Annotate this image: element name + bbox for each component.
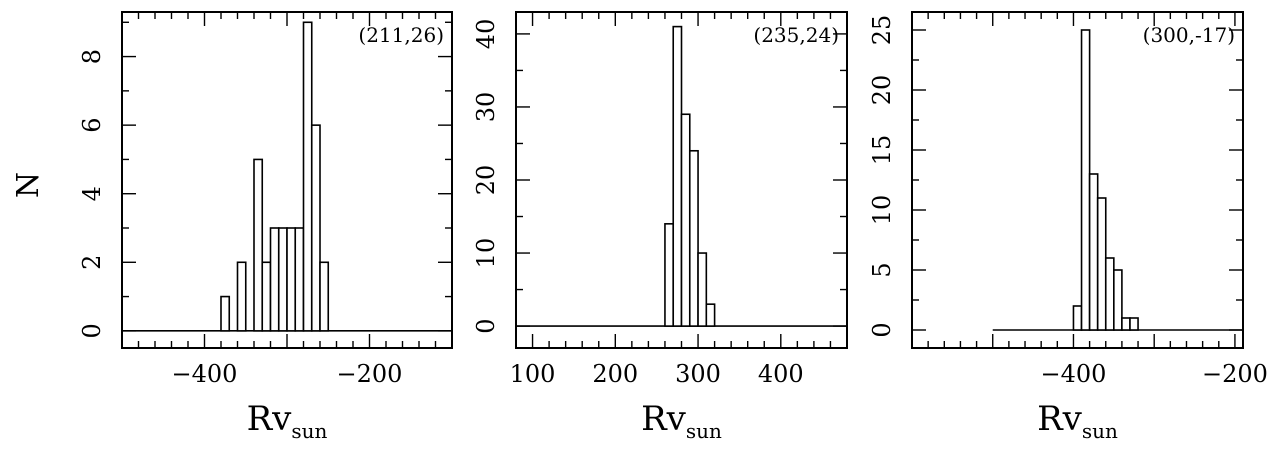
histogram-bar — [1096, 197, 1107, 331]
shared-y-axis-label: N — [11, 172, 46, 198]
y-tick-label: 0 — [472, 318, 500, 333]
x-axis-label: Rvsun — [247, 399, 328, 443]
x-axis-label-subscript: sun — [291, 419, 327, 443]
histogram-bar — [688, 149, 699, 327]
x-tick-label: 300 — [675, 360, 721, 388]
y-tick-label: 5 — [868, 262, 896, 277]
histogram-bar — [664, 223, 675, 327]
y-tick-label: 10 — [472, 238, 500, 269]
histogram-bar — [697, 252, 708, 327]
histogram-bar — [269, 227, 280, 332]
histogram-bar — [261, 261, 272, 332]
x-tick-label: 400 — [758, 360, 804, 388]
x-axis-label-subscript: sun — [686, 419, 722, 443]
x-axis-label-main: Rv — [641, 399, 687, 439]
panel-annotation: (235,24) — [753, 23, 839, 47]
histogram-bar — [294, 227, 305, 332]
histogram-bar — [1104, 257, 1115, 331]
histogram-panel: −400 −200 0 5 10 15 20 25 (300,-17) Rvsun — [868, 11, 1268, 443]
y-tick-label: 40 — [472, 19, 500, 50]
plot-frame — [911, 11, 1244, 349]
histogram-bar — [1129, 317, 1139, 331]
histogram-bar — [1121, 317, 1131, 331]
x-axis-label: Rvsun — [641, 399, 722, 443]
histogram-panel: −400 −200 0 2 4 6 8 (211,26) Rvsun — [78, 11, 453, 443]
y-tick-label: 20 — [472, 165, 500, 196]
x-tick-label: −400 — [1041, 360, 1107, 388]
y-tick-label: 15 — [868, 135, 896, 166]
x-tick-label: 200 — [592, 360, 638, 388]
x-axis-label: Rvsun — [1037, 399, 1118, 443]
histogram-bar — [1088, 173, 1099, 331]
histogram-bar — [310, 124, 321, 332]
y-tick-label: 0 — [868, 322, 896, 337]
histogram-bar — [236, 261, 247, 332]
y-tick-label: 0 — [78, 323, 106, 338]
histogram-bar — [220, 295, 231, 332]
panel-annotation: (211,26) — [358, 23, 444, 47]
y-tick-label: 2 — [78, 255, 106, 270]
histogram-bar — [1113, 269, 1123, 331]
histogram-bar — [302, 21, 313, 332]
histogram-bar — [253, 158, 264, 332]
y-tick-label: 8 — [78, 49, 106, 64]
x-axis-label-subscript: sun — [1082, 419, 1118, 443]
histogram-bar — [1080, 29, 1091, 331]
histogram-bar — [672, 25, 683, 327]
histogram-bar — [319, 261, 330, 332]
x-tick-label: −200 — [1202, 360, 1268, 388]
x-tick-label: −400 — [172, 360, 238, 388]
y-tick-label: 25 — [868, 15, 896, 46]
y-tick-label: 30 — [472, 92, 500, 123]
x-tick-label: 100 — [510, 360, 556, 388]
histogram-bar — [1072, 305, 1083, 331]
y-tick-label: 10 — [868, 195, 896, 226]
x-axis-label-main: Rv — [247, 399, 293, 439]
x-tick-label: −200 — [337, 360, 403, 388]
histogram-bar — [680, 113, 691, 327]
y-tick-label: 4 — [78, 186, 106, 201]
histogram-bar — [705, 303, 716, 327]
histogram-bar — [286, 227, 297, 332]
histogram-panel: 100 200 300 400 0 10 20 30 40 (235,24) Rvsun — [472, 11, 848, 443]
y-tick-label: 6 — [78, 118, 106, 133]
panel-annotation: (300,-17) — [1143, 23, 1235, 47]
y-tick-label: 20 — [868, 75, 896, 106]
x-axis-label-main: Rv — [1037, 399, 1083, 439]
histogram-bar — [277, 227, 288, 332]
